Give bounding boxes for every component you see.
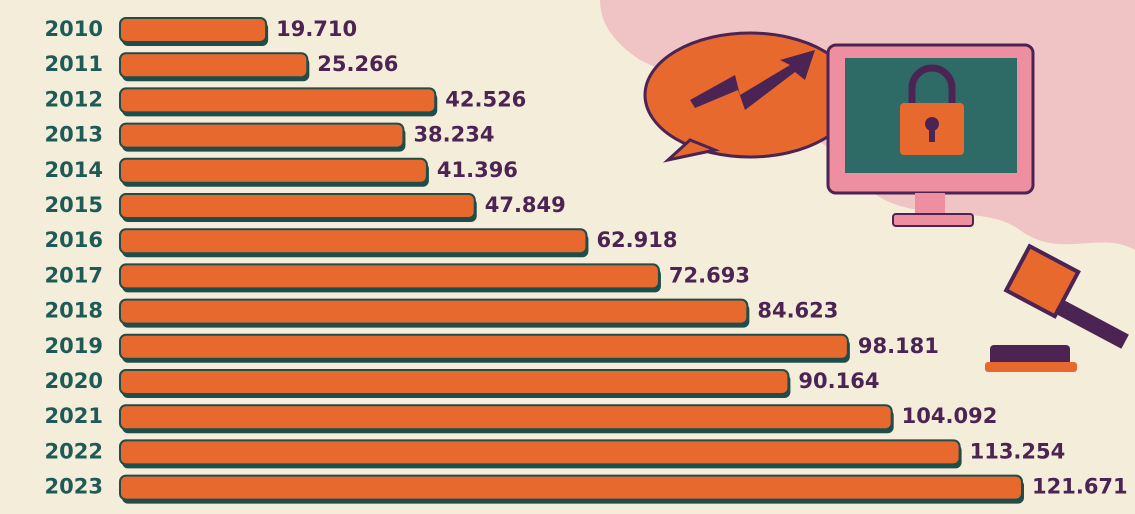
bar — [120, 229, 586, 253]
speech-bubble — [645, 33, 855, 160]
bar — [120, 335, 848, 359]
category-label: 2023 — [45, 475, 103, 499]
category-label: 2018 — [45, 299, 103, 323]
category-label: 2019 — [45, 334, 103, 358]
category-label: 2010 — [45, 17, 103, 41]
value-label: 84.623 — [757, 299, 838, 323]
value-label: 38.234 — [413, 123, 494, 147]
value-label: 72.693 — [669, 263, 750, 287]
category-label: 2022 — [45, 439, 103, 463]
value-label: 25.266 — [317, 52, 398, 76]
value-label: 113.254 — [970, 439, 1066, 463]
bar — [120, 300, 747, 324]
value-label: 47.849 — [485, 193, 566, 217]
value-label: 104.092 — [902, 404, 998, 428]
value-label: 42.526 — [445, 87, 526, 111]
category-label: 2015 — [45, 193, 103, 217]
value-label: 98.181 — [858, 334, 939, 358]
category-label: 2017 — [45, 263, 103, 287]
bar — [120, 53, 307, 77]
value-label: 90.164 — [798, 369, 879, 393]
category-label: 2013 — [45, 123, 103, 147]
bar — [120, 440, 960, 464]
bar — [120, 264, 659, 288]
bar — [120, 159, 427, 183]
category-label: 2016 — [45, 228, 103, 252]
bar — [120, 370, 788, 394]
bar — [120, 124, 403, 148]
bar — [120, 476, 1022, 500]
category-label: 2014 — [45, 158, 103, 182]
category-label: 2012 — [45, 87, 103, 111]
value-label: 121.671 — [1032, 475, 1128, 499]
bar — [120, 194, 475, 218]
category-label: 2021 — [45, 404, 103, 428]
category-label: 2020 — [45, 369, 103, 393]
value-label: 41.396 — [437, 158, 518, 182]
category-label: 2011 — [45, 52, 103, 76]
value-label: 19.710 — [276, 17, 357, 41]
bar — [120, 88, 435, 112]
bar — [120, 18, 266, 42]
chart: 2010 19.710 2011 25.266 2012 42.526 2013 38.234… — [0, 0, 1135, 514]
value-label: 62.918 — [596, 228, 677, 252]
bar — [120, 405, 892, 429]
